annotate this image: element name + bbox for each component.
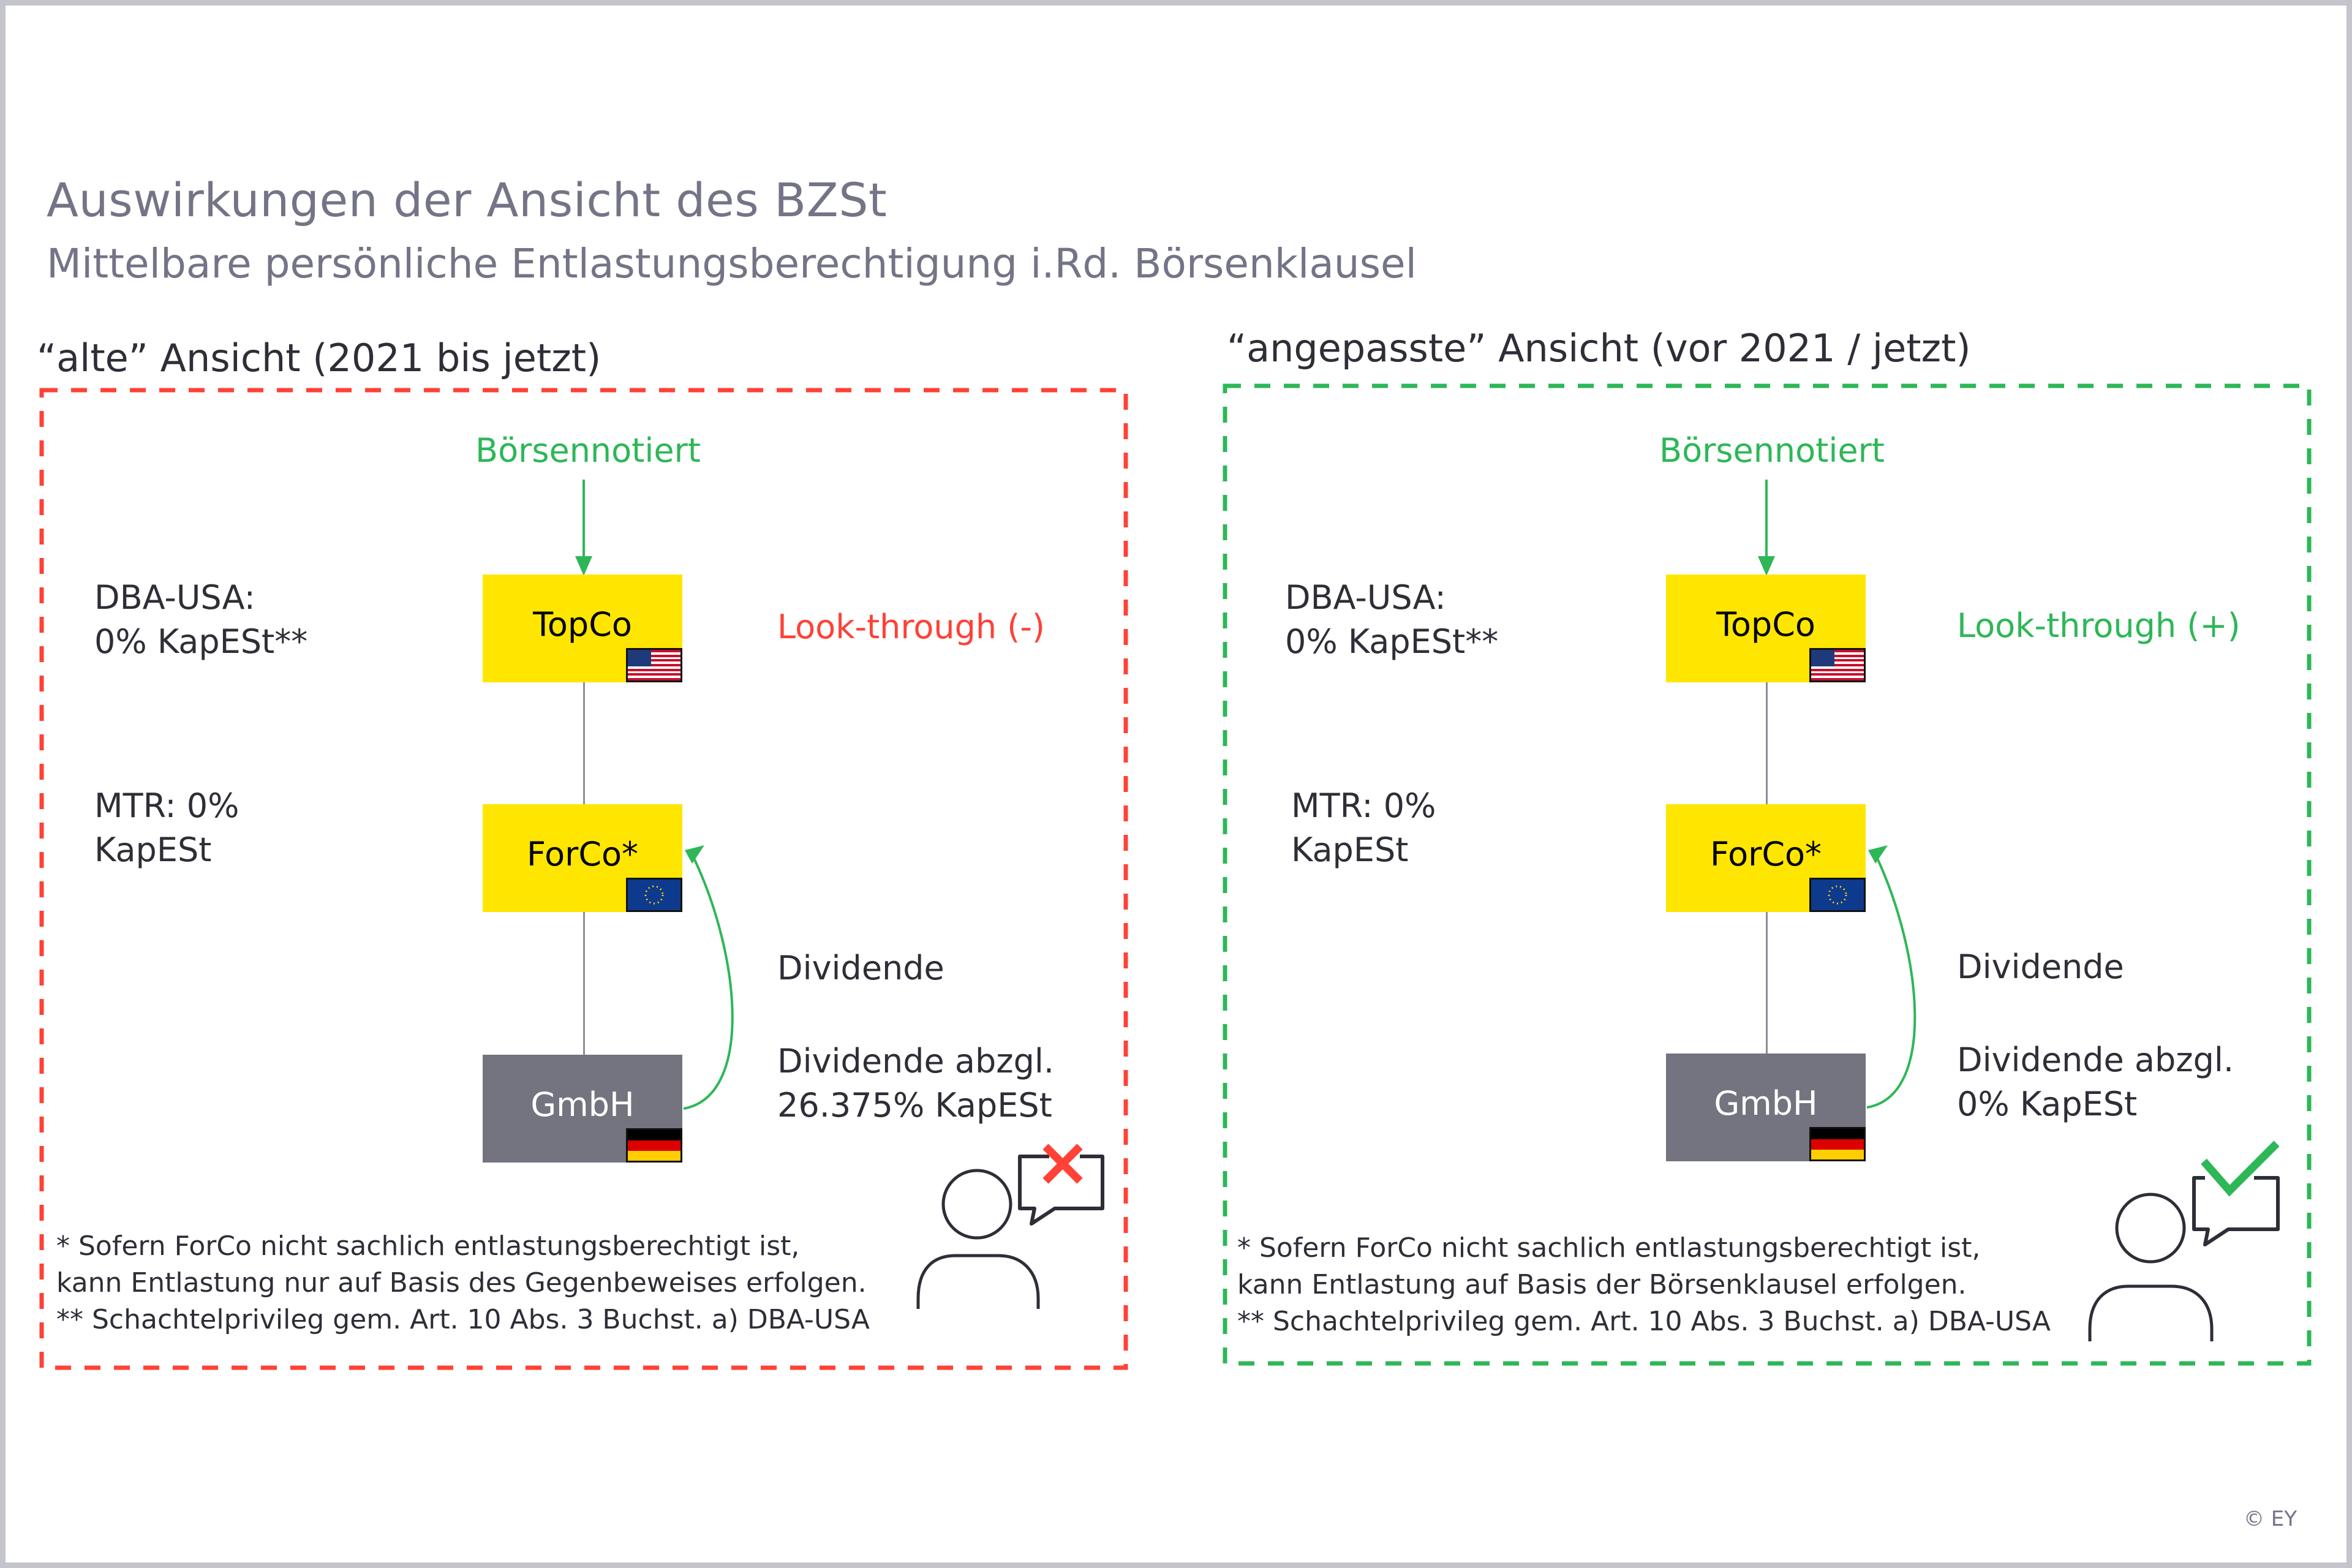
ownership-line xyxy=(1766,912,1768,1055)
us-flag-icon xyxy=(1809,648,1866,682)
de-flag-icon xyxy=(626,1128,682,1163)
mtr-line1: MTR: 0% xyxy=(94,786,239,825)
listed-label: Börsennotiert xyxy=(1659,431,1885,470)
entity-gmbh: GmbH xyxy=(1666,1054,1866,1161)
dividend-label: Dividende xyxy=(777,949,944,987)
entity-topco: TopCo xyxy=(1666,575,1866,682)
dividend-net-line2: 26.375% KapESt xyxy=(777,1086,1052,1125)
footnote-line: ** Schachtelprivileg gem. Art. 10 Abs. 3… xyxy=(56,1304,870,1335)
mtr-line2: KapESt xyxy=(94,831,212,869)
footnotes: * Sofern ForCo nicht sachlich entlastung… xyxy=(56,1228,870,1338)
entity-label: TopCo xyxy=(533,605,632,644)
listed-label: Börsennotiert xyxy=(475,431,701,470)
entity-label: TopCo xyxy=(1716,605,1815,644)
entity-topco: TopCo xyxy=(483,575,682,682)
eu-flag-icon xyxy=(626,878,682,912)
dividend-net-note: Dividende abzgl. 0% KapESt xyxy=(1957,1038,2234,1126)
page-subtitle: Mittelbare persönliche Entlastungsberech… xyxy=(47,240,1417,287)
ownership-line xyxy=(1766,682,1768,804)
dividend-net-line1: Dividende abzgl. xyxy=(1957,1041,2234,1079)
eu-flag-icon xyxy=(1809,878,1866,912)
entity-label: GmbH xyxy=(530,1085,635,1124)
dividend-net-line1: Dividende abzgl. xyxy=(777,1042,1055,1080)
footnotes: * Sofern ForCo nicht sachlich entlastung… xyxy=(1237,1230,2051,1340)
dba-usa-line2: 0% KapESt** xyxy=(1285,622,1499,661)
mtr-note: MTR: 0% KapESt xyxy=(1291,784,1436,872)
footnote-line: ** Schachtelprivileg gem. Art. 10 Abs. 3… xyxy=(1237,1306,2051,1337)
mtr-line2: KapESt xyxy=(1291,831,1409,869)
footnote-line: kann Entlastung nur auf Basis des Gegenb… xyxy=(56,1267,867,1298)
dividend-net-note: Dividende abzgl. 26.375% KapESt xyxy=(777,1039,1054,1128)
footnote-line: * Sofern ForCo nicht sachlich entlastung… xyxy=(1237,1232,1981,1264)
ownership-line xyxy=(583,912,585,1055)
entity-label: ForCo* xyxy=(1709,834,1822,873)
entity-label: GmbH xyxy=(1714,1084,1818,1123)
entity-gmbh: GmbH xyxy=(483,1055,682,1163)
entity-label: ForCo* xyxy=(526,834,639,873)
mtr-note: MTR: 0% KapESt xyxy=(94,784,239,872)
us-flag-icon xyxy=(626,648,682,682)
dba-usa-line2: 0% KapESt** xyxy=(94,622,308,661)
de-flag-icon xyxy=(1809,1127,1866,1161)
entity-forco: ForCo* xyxy=(1666,804,1866,912)
dba-usa-line1: DBA-USA: xyxy=(1285,578,1446,617)
entity-forco: ForCo* xyxy=(483,804,682,912)
ownership-line xyxy=(583,682,585,804)
look-through-label: Look-through (-) xyxy=(777,608,1045,646)
mtr-line1: MTR: 0% xyxy=(1291,786,1436,825)
copyright: © EY xyxy=(2243,1507,2297,1531)
panel-heading: “angepasste” Ansicht (vor 2021 / jetzt) xyxy=(1227,326,1971,371)
page-title: Auswirkungen der Ansicht des BZSt xyxy=(47,173,888,227)
dividend-label: Dividende xyxy=(1957,948,2124,986)
dba-usa-note: DBA-USA: 0% KapESt** xyxy=(94,576,307,664)
footnote-line: kann Entlastung auf Basis der Börsenklau… xyxy=(1237,1269,1967,1300)
dba-usa-line1: DBA-USA: xyxy=(94,578,255,617)
dba-usa-note: DBA-USA: 0% KapESt** xyxy=(1285,576,1498,664)
look-through-label: Look-through (+) xyxy=(1957,606,2241,645)
dividend-net-line2: 0% KapESt xyxy=(1957,1085,2138,1123)
panel-heading: “alte” Ansicht (2021 bis jetzt) xyxy=(37,336,601,380)
footnote-line: * Sofern ForCo nicht sachlich entlastung… xyxy=(56,1231,800,1262)
